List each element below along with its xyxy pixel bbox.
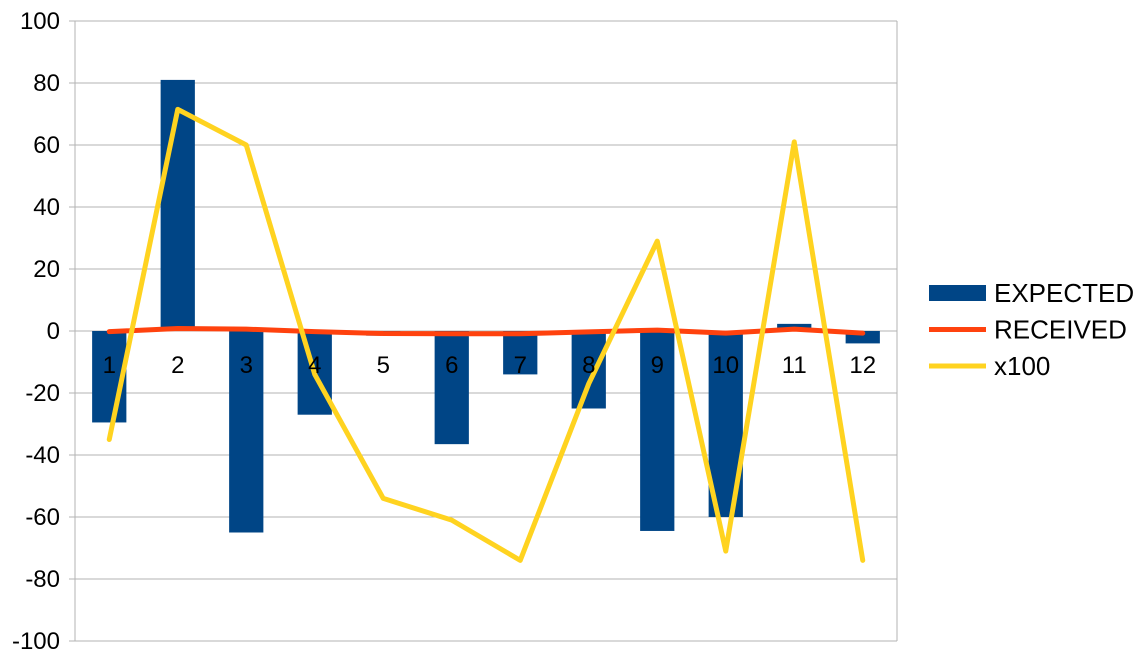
x-tick-label: 3 — [240, 352, 253, 379]
expected-bars — [92, 79, 880, 533]
x-tick-label: 1 — [103, 352, 116, 379]
y-tick-label: -60 — [25, 504, 60, 531]
y-tick-label: 0 — [47, 318, 60, 345]
y-tick-label: 100 — [20, 8, 60, 35]
bar-expected-9 — [640, 331, 675, 531]
x-tick-label: 6 — [445, 352, 458, 379]
line-received — [106, 326, 866, 337]
x-tick-label: 12 — [849, 352, 876, 379]
x-tick-label: 2 — [171, 352, 184, 379]
y-tick-label: -20 — [25, 380, 60, 407]
y-tick-label: -40 — [25, 442, 60, 469]
x-tick-label: 11 — [782, 352, 807, 379]
bar-expected-3 — [229, 331, 264, 533]
x-tick-label: 10 — [712, 352, 739, 379]
legend-label-expected: EXPECTED — [994, 278, 1134, 308]
legend-label-x100: x100 — [994, 351, 1050, 381]
x-tick-label: 8 — [582, 352, 595, 379]
legend: EXPECTED RECEIVED x100 — [929, 278, 1134, 381]
bar-expected-8 — [571, 331, 606, 409]
bar-expected-6 — [434, 331, 469, 445]
y-tick-label: 40 — [33, 194, 60, 221]
y-tick-label: 80 — [33, 70, 60, 97]
bar-expected-2 — [160, 79, 195, 332]
x-axis: 1 2 3 4 5 6 7 8 9 10 11 12 — [103, 352, 877, 379]
x-tick-label: 5 — [377, 352, 390, 379]
x-tick-label: 9 — [651, 352, 664, 379]
y-tick-label: -100 — [12, 628, 60, 654]
y-axis: 100 80 60 40 20 0 -20 -40 -60 -80 -100 — [12, 8, 75, 654]
line-x100 — [106, 106, 866, 563]
y-tick-label: 20 — [33, 256, 60, 283]
x-tick-label: 4 — [308, 352, 321, 379]
y-tick-label: 60 — [33, 132, 60, 159]
legend-label-received: RECEIVED — [994, 315, 1127, 345]
bar-expected-7 — [503, 331, 538, 375]
x-tick-label: 7 — [514, 352, 527, 379]
series-lines — [106, 106, 866, 563]
y-tick-label: -80 — [25, 566, 60, 593]
legend-swatch-expected — [929, 285, 986, 301]
